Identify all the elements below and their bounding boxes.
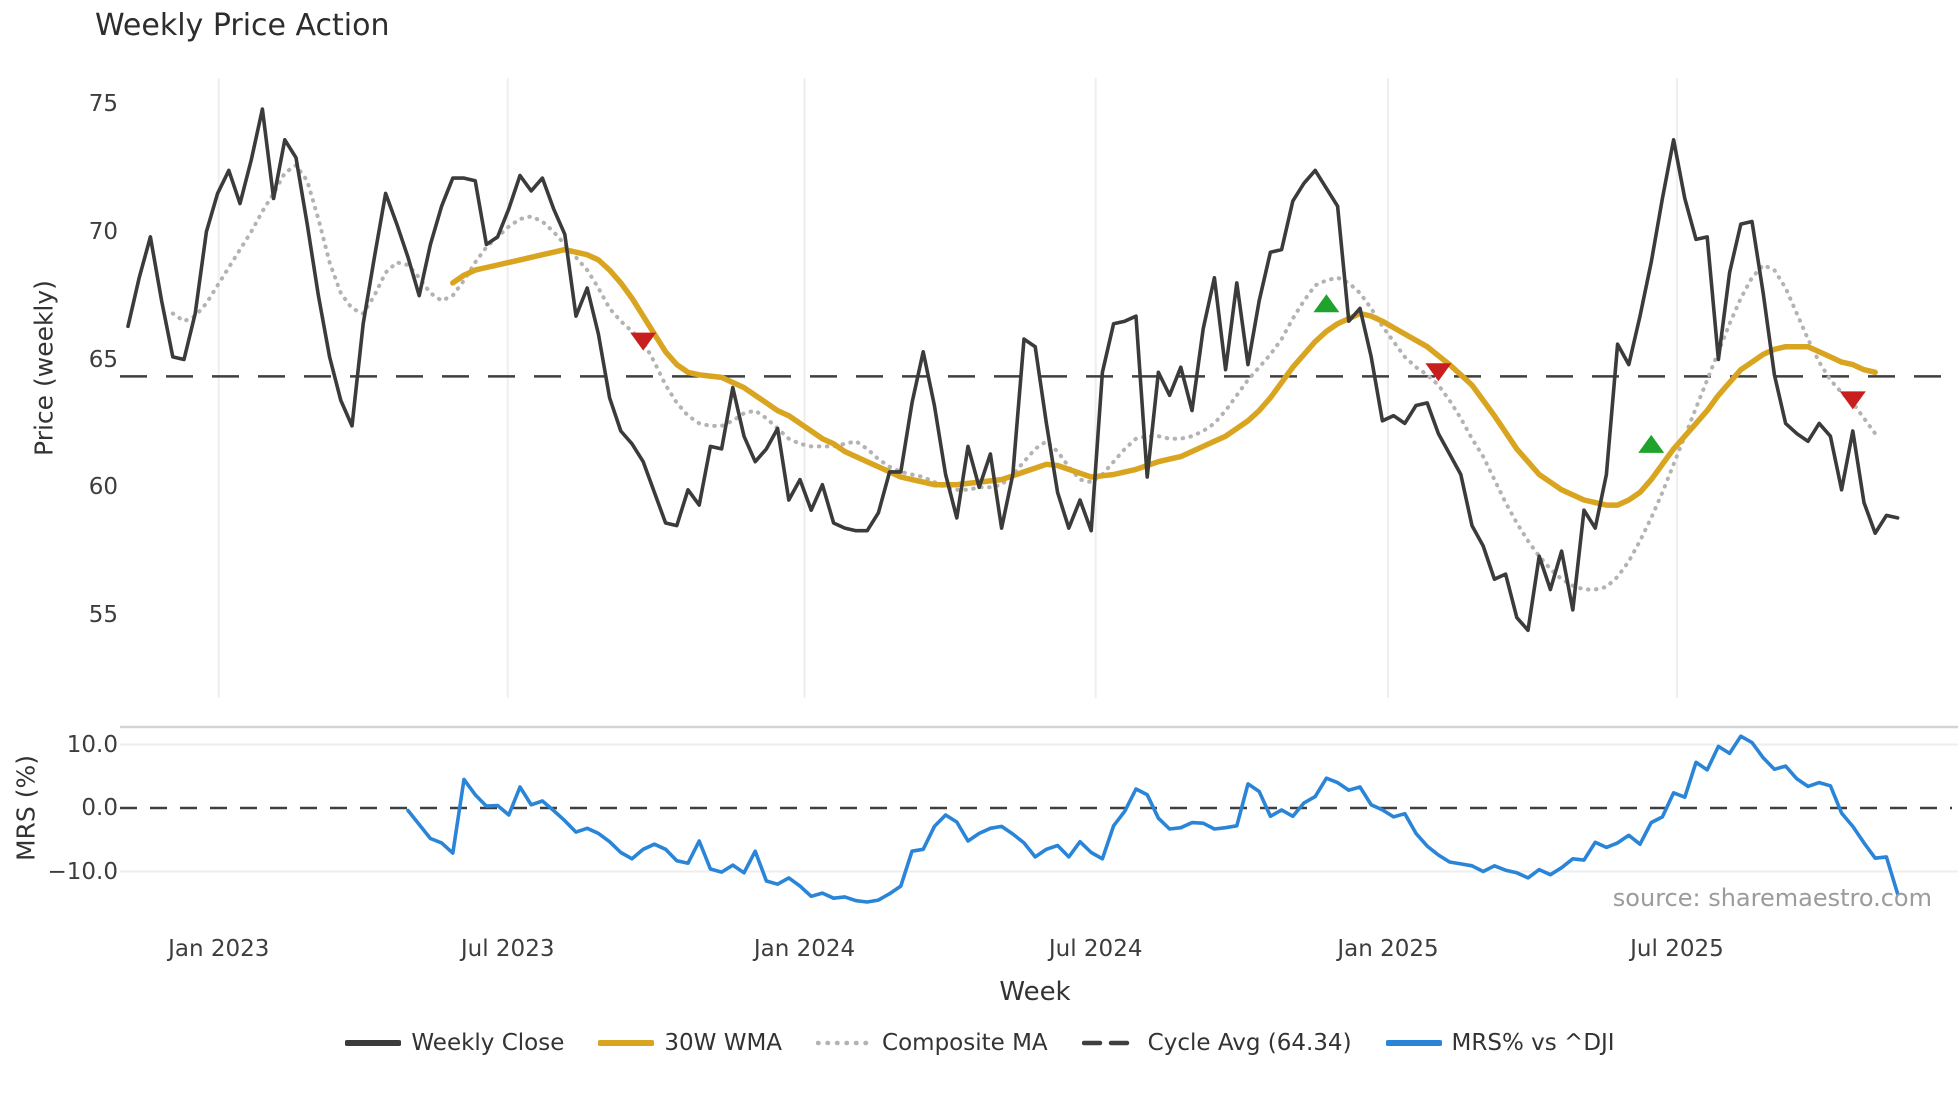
source-watermark: source: sharemaestro.com: [1612, 884, 1932, 912]
x-tick-label: Jan 2023: [168, 936, 270, 962]
x-axis-label: Week: [999, 977, 1071, 1007]
legend-item-30w-wma: 30W WMA: [598, 1030, 782, 1056]
sell-marker-icon: [630, 332, 657, 351]
x-tick-label: Jul 2023: [460, 936, 555, 962]
sell-marker-icon: [1425, 363, 1452, 382]
legend-line-sample-icon: [1081, 1040, 1138, 1046]
legend-line-sample-icon: [1385, 1040, 1442, 1046]
mrs-axis-label: MRS (%): [11, 754, 41, 862]
mrs-tick-label: −10.0: [47, 858, 118, 885]
legend: Weekly Close 30W WMA Composite MA Cycle Avg…: [0, 1030, 1960, 1056]
mrs-line: [406, 734, 1900, 904]
legend-label: Composite MA: [882, 1030, 1048, 1056]
legend-item-weekly-close: Weekly Close: [345, 1030, 564, 1056]
legend-label: Cycle Avg (64.34): [1147, 1030, 1352, 1056]
legend-item-cycle-avg-64-34-: Cycle Avg (64.34): [1081, 1030, 1352, 1056]
legend-label: MRS% vs ^DJI: [1451, 1030, 1615, 1056]
x-tick-label: Jul 2024: [1048, 936, 1143, 962]
legend-label: Weekly Close: [411, 1030, 565, 1056]
price-tick-label: 60: [88, 474, 118, 501]
composite-ma-line: [170, 163, 1878, 592]
price-tick-label: 75: [88, 91, 118, 117]
legend-line-sample-icon: [598, 1040, 655, 1046]
buy-marker-icon: [1313, 294, 1340, 313]
legend-label: 30W WMA: [664, 1030, 783, 1056]
mrs-tick-label: 0.0: [81, 795, 118, 821]
x-tick-label: Jan 2024: [753, 936, 856, 962]
price-axis-label: Price (weekly): [29, 280, 59, 456]
x-tick-label: Jan 2025: [1337, 936, 1439, 962]
chart-title: Weekly Price Action: [95, 8, 390, 43]
weekly-close-line: [126, 107, 1900, 633]
legend-item-mrs-vs-dji: MRS% vs ^DJI: [1385, 1030, 1615, 1056]
sell-marker-icon: [1839, 391, 1866, 410]
price-tick-label: 55: [88, 602, 118, 628]
price-tick-label: 65: [88, 346, 118, 373]
legend-line-sample-icon: [816, 1040, 873, 1046]
x-tick-label: Jul 2025: [1630, 936, 1724, 962]
buy-marker-icon: [1638, 434, 1665, 453]
mrs-tick-label: 10.0: [66, 731, 118, 758]
legend-line-sample-icon: [345, 1040, 402, 1046]
price-tick-label: 70: [88, 218, 118, 245]
wma30-line: [450, 246, 1878, 508]
legend-item-composite-ma: Composite MA: [816, 1030, 1048, 1056]
